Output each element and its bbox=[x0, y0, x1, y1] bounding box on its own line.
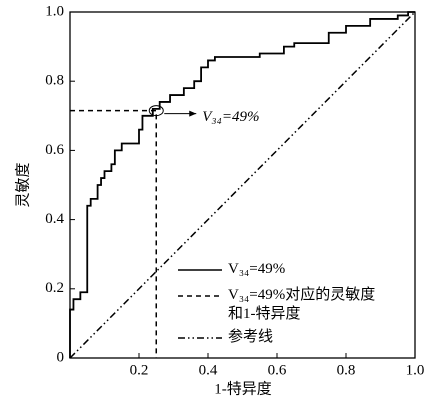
x-axis-label: 1-特异度 bbox=[214, 380, 272, 397]
y-tick-label: 0.6 bbox=[45, 142, 64, 158]
annotation-arrowhead bbox=[189, 110, 197, 117]
plot-frame bbox=[69, 11, 416, 359]
y-axis-label: 灵敏度 bbox=[14, 162, 31, 207]
cutoff-marker bbox=[148, 105, 164, 117]
series-line bbox=[70, 109, 157, 358]
series-line bbox=[69, 11, 415, 358]
x-tick-label: 0.4 bbox=[199, 362, 218, 378]
y-tick-label: 1.0 bbox=[45, 3, 64, 19]
legend-label: V₃₄=49%对应的灵敏度 和1-特异度 bbox=[228, 287, 376, 322]
x-tick-label: 1.0 bbox=[406, 362, 425, 378]
x-tick-label: 0.8 bbox=[337, 362, 356, 378]
legend-label: 参考线 bbox=[228, 329, 274, 345]
series-line bbox=[69, 11, 416, 359]
y-tick-label: 0.4 bbox=[45, 211, 64, 227]
annotation: V₃₄=49% bbox=[202, 109, 259, 125]
x-tick-label: 0.2 bbox=[130, 362, 149, 378]
y-tick-label: 0 bbox=[57, 349, 65, 365]
y-tick-label: 0.2 bbox=[45, 280, 64, 296]
legend-label: V₃₄=49% bbox=[228, 261, 286, 277]
y-tick-label: 0.8 bbox=[45, 73, 64, 89]
x-tick-label: 0.6 bbox=[268, 362, 287, 378]
